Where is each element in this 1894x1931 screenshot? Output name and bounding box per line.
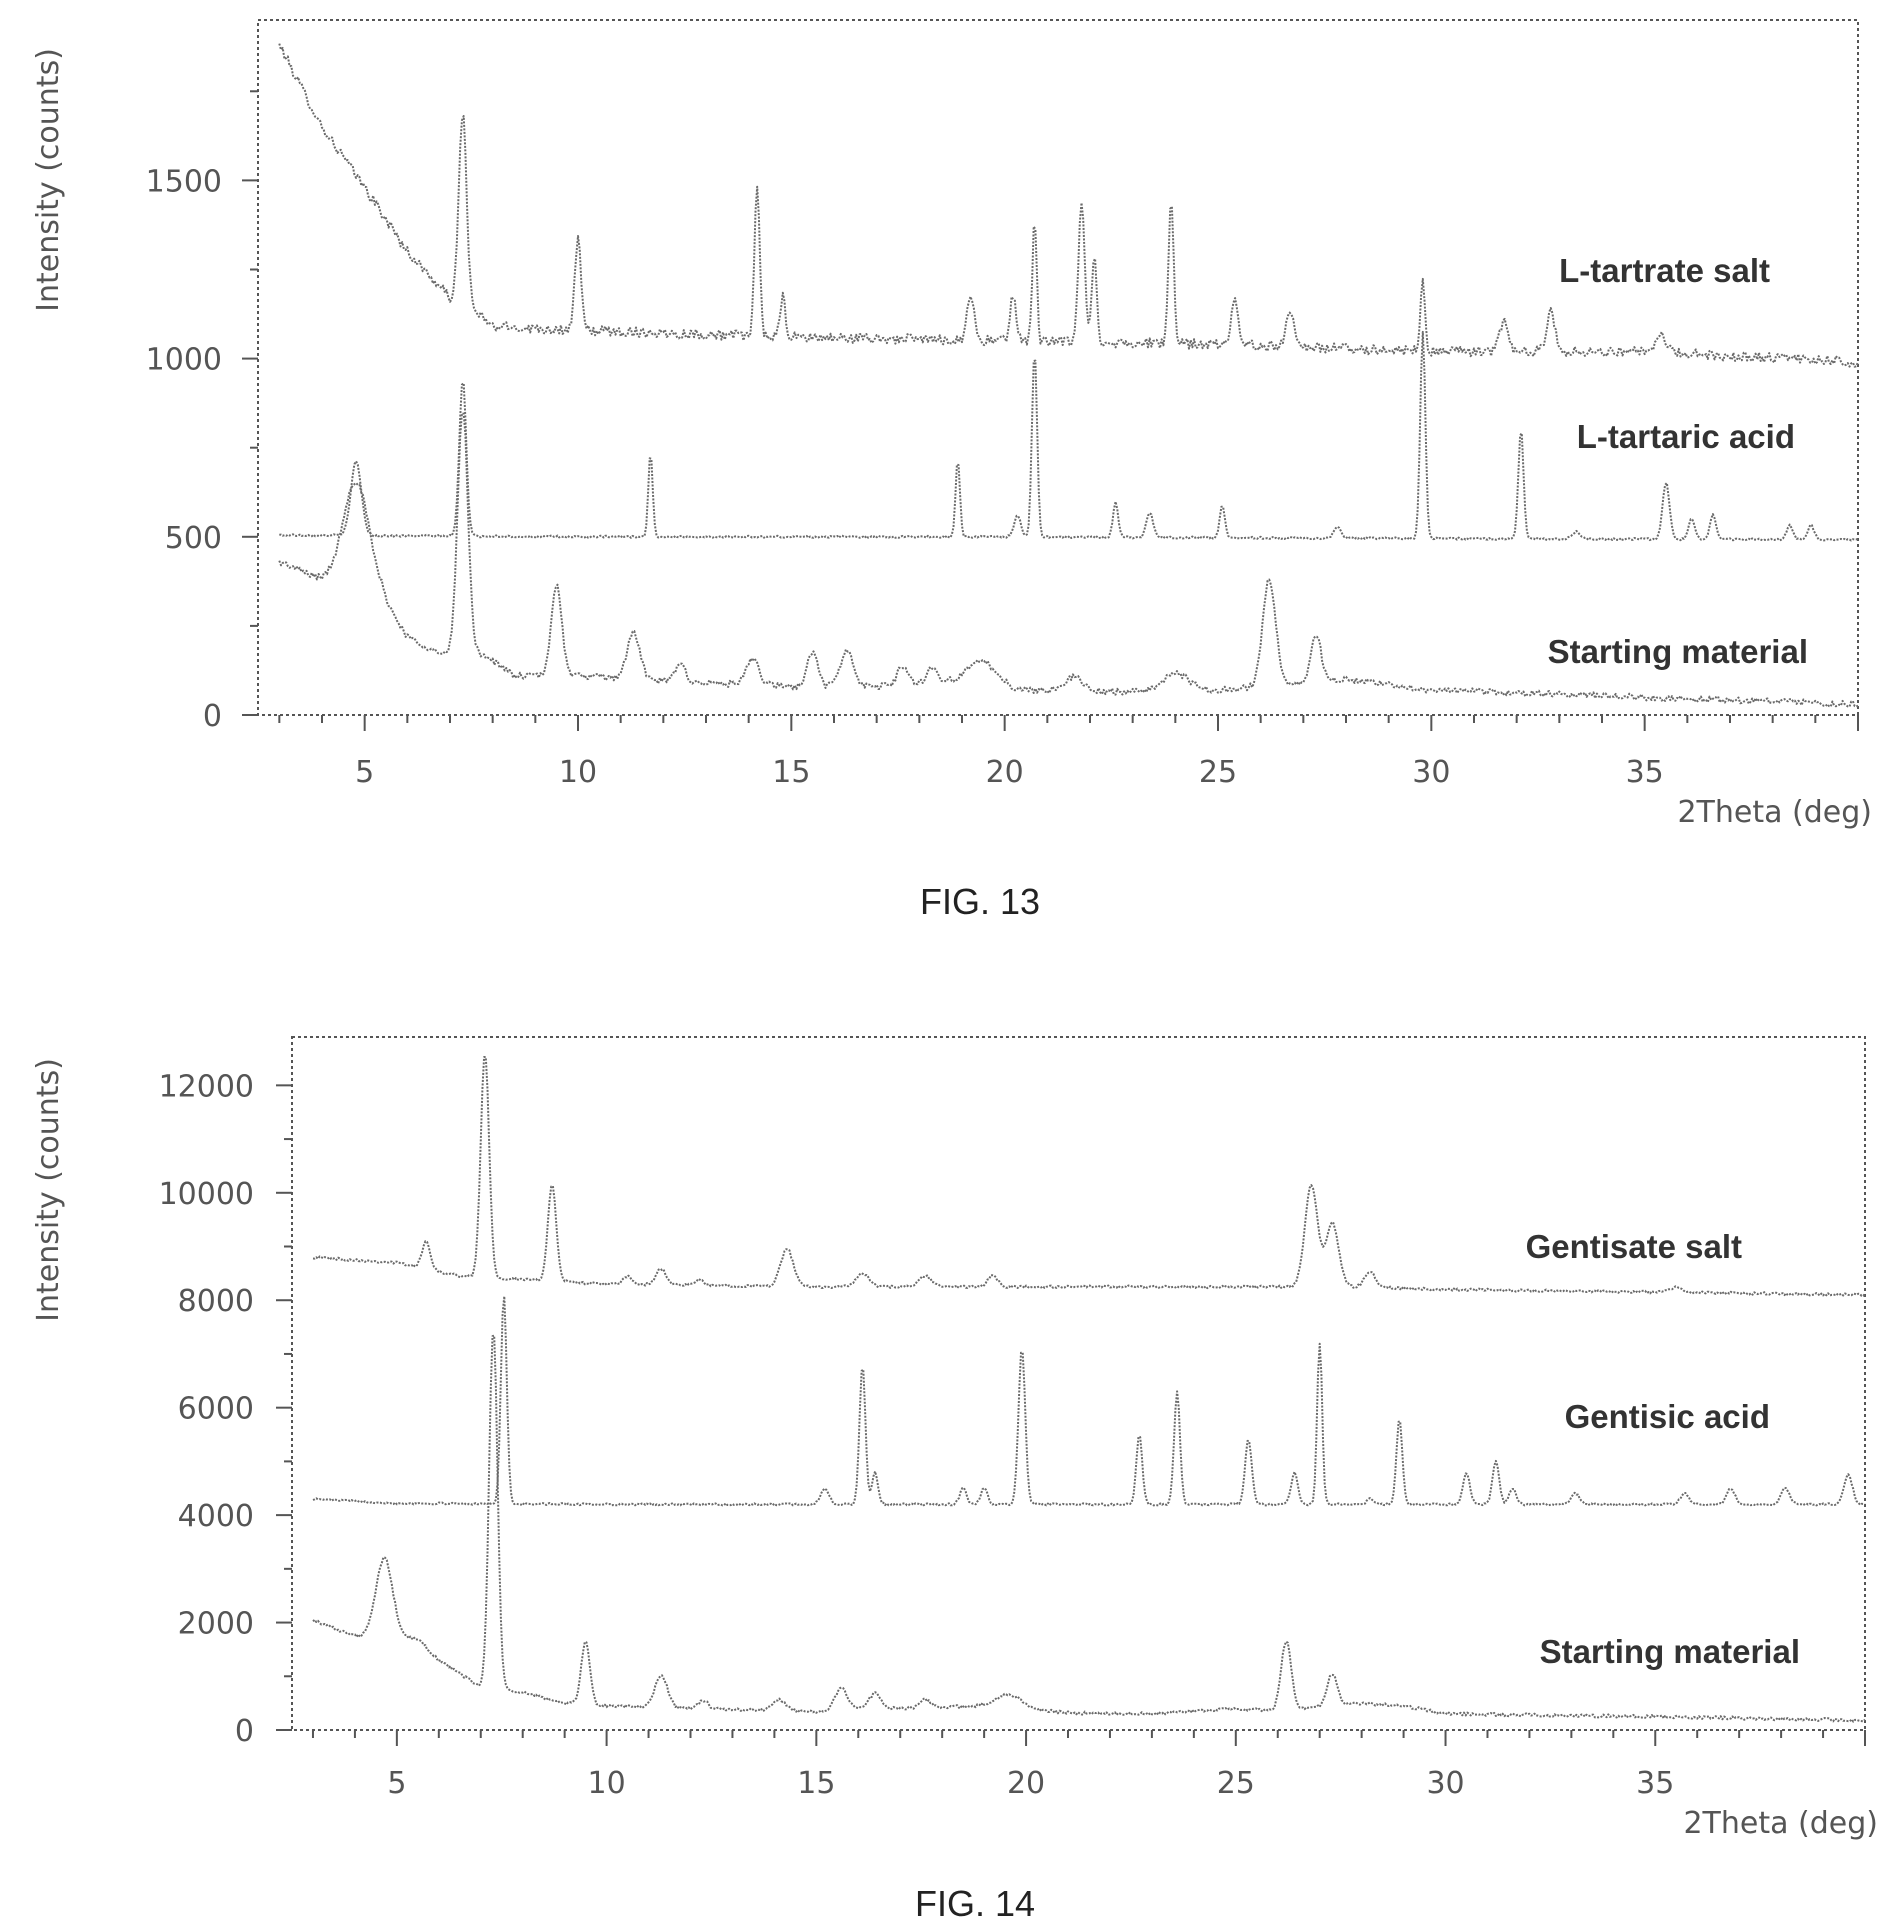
series-label-fig13-2: L-tartaric acid: [1577, 418, 1795, 455]
y-tick-label-fig13: 0: [203, 699, 222, 734]
axes-fig14: 5 10 15 20 25 30 35 0 2000 4000 6000 8000 10000 12000: [159, 1069, 1866, 1801]
x-tick-label-fig14: 10: [588, 1766, 626, 1801]
y-axis-title-fig14: Intensity (counts): [31, 1058, 66, 1322]
series-label-fig14-2: Gentisic acid: [1565, 1398, 1770, 1435]
series-line-fig13-2: [279, 330, 1859, 542]
x-tick-label-fig13: 10: [559, 755, 597, 790]
x-tick-label-fig14: 25: [1217, 1766, 1255, 1801]
x-tick-label-fig14: 20: [1007, 1766, 1045, 1801]
series-line-fig14-1: [312, 1056, 1866, 1297]
series-layer-fig13: L-tartrate salt L-tartaric acid Starting m…: [278, 43, 1859, 708]
figure-caption-fig14: FIG. 14: [915, 1883, 1035, 1924]
series-label-fig14-1: Gentisate salt: [1526, 1228, 1742, 1265]
x-tick-label-fig13: 5: [355, 755, 374, 790]
y-axis-title-fig13: Intensity (counts): [31, 48, 66, 312]
x-tick-label-fig13: 25: [1199, 755, 1237, 790]
y-tick-label-fig14: 4000: [178, 1499, 254, 1534]
x-tick-label-fig14: 15: [797, 1766, 835, 1801]
figure-caption-fig13: FIG. 13: [920, 881, 1040, 922]
y-tick-label-fig14: 2000: [178, 1607, 254, 1642]
plot-frame-fig14: [291, 1036, 1866, 1731]
series-line-fig13-3: [278, 412, 1859, 708]
x-tick-label-fig13: 20: [986, 755, 1024, 790]
x-tick-label-fig14: 30: [1426, 1766, 1464, 1801]
series-label-fig13-3: Starting material: [1548, 633, 1808, 670]
y-tick-label-fig13: 1500: [146, 164, 222, 199]
series-line-fig14-3: [312, 1334, 1866, 1723]
x-tick-label-fig14: 35: [1636, 1766, 1674, 1801]
axes-fig13: 5 10 15 20 25 30 35 0 500 1000 1500: [146, 90, 1859, 790]
series-label-fig14-3: Starting material: [1540, 1633, 1800, 1670]
x-tick-label-fig13: 35: [1626, 755, 1664, 790]
series-line-fig13-1: [278, 43, 1859, 368]
figure-14: 5 10 15 20 25 30 35 0 2000 4000 6000 8000 10000 12000…: [31, 1036, 1878, 1924]
x-tick-label-fig13: 30: [1412, 755, 1450, 790]
y-tick-label-fig14: 10000: [159, 1177, 254, 1212]
x-tick-label-fig14: 5: [387, 1766, 406, 1801]
x-axis-title-fig13: 2Theta (deg): [1677, 795, 1872, 830]
x-axis-title-fig14: 2Theta (deg): [1683, 1806, 1878, 1841]
y-tick-label-fig14: 12000: [159, 1069, 254, 1104]
series-label-fig13-1: L-tartrate salt: [1559, 252, 1770, 289]
y-tick-label-fig13: 500: [165, 521, 222, 556]
x-tick-label-fig13: 15: [772, 755, 810, 790]
y-tick-label-fig13: 1000: [146, 343, 222, 378]
series-layer-fig14: Gentisate salt Gentisic acid Starting mate…: [312, 1056, 1866, 1723]
y-tick-label-fig14: 8000: [178, 1284, 254, 1319]
figure-13: 5 10 15 20 25 30 35 0 500 1000 1500 L-tartrate sal…: [31, 19, 1872, 922]
plot-frame-fig13: [257, 19, 1859, 716]
y-tick-label-fig14: 0: [235, 1714, 254, 1749]
y-tick-label-fig14: 6000: [178, 1392, 254, 1427]
series-line-fig14-2: [312, 1295, 1866, 1507]
